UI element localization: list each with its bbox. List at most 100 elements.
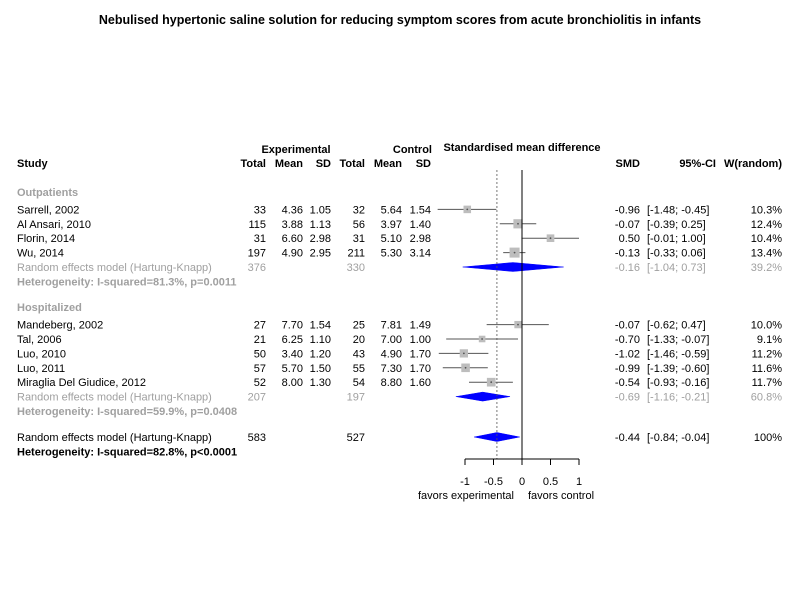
c-sd-value: 2.98 (410, 233, 431, 245)
study-point (517, 222, 519, 225)
subgroup-pooled-e-total: 207 (248, 392, 266, 404)
weight-value: 11.2% (752, 348, 783, 360)
study-name: Miraglia Del Giudice, 2012 (17, 377, 146, 389)
subgroup-pooled-weight: 39.2% (751, 262, 782, 274)
subgroup-pooled-ci: [-1.16; -0.21] (647, 392, 709, 404)
c-sd-value: 1.60 (410, 377, 431, 389)
c-total-value: 25 (353, 320, 365, 332)
axis-label-favors-experimental: favors experimental (418, 490, 514, 502)
e-mean-value: 4.36 (282, 204, 303, 216)
study-point (481, 338, 483, 340)
c-total-value: 31 (353, 233, 365, 245)
study-point (513, 251, 516, 254)
e-sd-value: 2.95 (310, 248, 331, 260)
study-point (464, 366, 467, 369)
c-sd-value: 1.70 (410, 363, 431, 375)
col-header-e-sd: SD (316, 158, 331, 170)
subgroup-diamond (462, 262, 564, 272)
ci-value: [-1.48; -0.45] (647, 204, 709, 216)
c-sd-value: 1.40 (410, 219, 431, 231)
col-header-c-total: Total (340, 158, 365, 170)
subgroup-pooled-label: Random effects model (Hartung-Knapp) (17, 392, 212, 404)
col-header-ci: 95%-CI (679, 158, 716, 170)
col-header-smd: SMD (616, 158, 641, 170)
overall-e-total: 583 (248, 432, 266, 444)
overall-ci: [-0.84; -0.04] (647, 432, 709, 444)
study-name: Luo, 2011 (17, 363, 65, 375)
ci-value: [-0.93; -0.16] (647, 377, 709, 389)
c-sd-value: 1.54 (410, 204, 431, 216)
overall-smd: -0.44 (615, 432, 640, 444)
weight-value: 10.4% (751, 233, 782, 245)
smd-value: -0.07 (615, 320, 640, 332)
subgroup-pooled-weight: 60.8% (751, 392, 782, 404)
axis-label-favors-control: favors control (528, 490, 594, 502)
study-point (466, 208, 469, 211)
e-mean-value: 5.70 (282, 363, 303, 375)
subgroup-label: Outpatients (17, 187, 78, 199)
x-tick-label: -0.5 (484, 476, 503, 488)
subgroup-pooled-label: Random effects model (Hartung-Knapp) (17, 262, 212, 274)
weight-value: 10.0% (751, 320, 782, 332)
c-total-value: 20 (353, 334, 365, 346)
subgroup-pooled-smd: -0.69 (615, 392, 640, 404)
ci-value: [-1.33; -0.07] (647, 334, 709, 346)
weight-value: 10.3% (751, 204, 782, 216)
c-sd-value: 1.49 (410, 320, 431, 332)
e-total-value: 50 (254, 348, 266, 360)
weight-value: 11.7% (752, 377, 783, 389)
c-mean-value: 7.00 (381, 334, 402, 346)
c-total-value: 211 (347, 248, 365, 260)
e-sd-value: 1.20 (310, 348, 331, 360)
weight-value: 13.4% (751, 248, 782, 260)
study-point (549, 237, 552, 240)
c-mean-value: 7.81 (381, 320, 402, 332)
smd-value: -1.02 (615, 348, 640, 360)
ci-value: [-0.39; 0.25] (647, 219, 706, 231)
smd-value: -0.99 (615, 363, 640, 375)
e-total-value: 33 (254, 204, 266, 216)
study-point (490, 381, 493, 384)
smd-value: -0.07 (615, 219, 640, 231)
c-total-value: 43 (353, 348, 365, 360)
e-total-value: 31 (254, 233, 266, 245)
study-name: Florin, 2014 (17, 233, 75, 245)
subgroup-pooled-ci: [-1.04; 0.73] (647, 262, 706, 274)
c-mean-value: 5.10 (381, 233, 402, 245)
ci-value: [-0.33; 0.06] (647, 248, 706, 260)
ci-value: [-0.62; 0.47] (647, 320, 706, 332)
weight-value: 11.6% (752, 363, 783, 375)
subgroup-pooled-e-total: 376 (248, 262, 266, 274)
ci-value: [-1.46; -0.59] (647, 348, 709, 360)
c-sd-value: 1.70 (410, 348, 431, 360)
e-total-value: 27 (254, 320, 266, 332)
e-mean-value: 6.25 (282, 334, 303, 346)
e-sd-value: 1.13 (310, 219, 331, 231)
c-mean-value: 3.97 (381, 219, 402, 231)
c-total-value: 56 (353, 219, 365, 231)
header-control: Control (393, 144, 432, 156)
subgroup-diamond (455, 391, 511, 402)
header-experimental: Experimental (261, 144, 330, 156)
study-name: Al Ansari, 2010 (17, 219, 91, 231)
e-mean-value: 6.60 (282, 233, 303, 245)
study-name: Luo, 2010 (17, 348, 66, 360)
ci-value: [-0.01; 1.00] (647, 233, 706, 245)
overall-diamond (474, 432, 520, 442)
x-tick-label: 1 (576, 476, 582, 488)
c-mean-value: 5.64 (381, 204, 402, 216)
e-mean-value: 4.90 (282, 248, 303, 260)
c-sd-value: 3.14 (410, 248, 431, 260)
e-mean-value: 8.00 (282, 377, 303, 389)
col-header-c-mean: Mean (374, 158, 402, 170)
c-total-value: 54 (353, 377, 365, 389)
study-name: Tal, 2006 (17, 334, 62, 346)
e-total-value: 52 (254, 377, 266, 389)
study-name: Wu, 2014 (17, 248, 64, 260)
smd-value: -0.13 (615, 248, 640, 260)
x-tick-label: 0.5 (543, 476, 558, 488)
subgroup-heterogeneity: Heterogeneity: I-squared=81.3%, p=0.0011 (17, 276, 237, 288)
c-mean-value: 4.90 (381, 348, 402, 360)
c-mean-value: 8.80 (381, 377, 402, 389)
